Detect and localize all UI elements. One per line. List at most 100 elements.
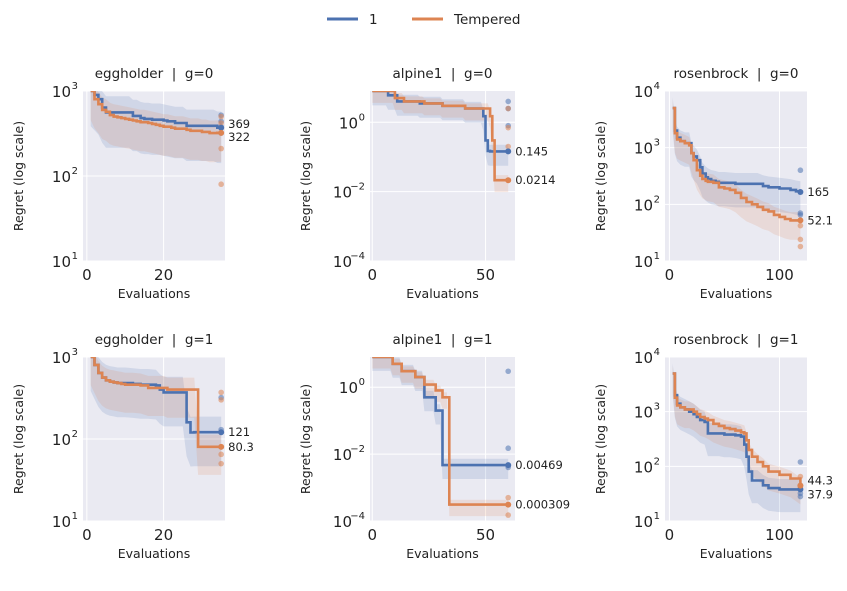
panel-title: alpine1 | g=1 — [393, 332, 493, 348]
end-label-series-0: 0.00469 — [515, 458, 563, 472]
end-marker-series-0 — [505, 462, 512, 469]
x-axis-label: Evaluations — [700, 546, 772, 561]
y-tick-exponent: 3 — [72, 347, 78, 358]
y-axis-label: Regret (log scale) — [298, 121, 313, 231]
final-point — [505, 143, 512, 150]
y-tick-exponent: 2 — [654, 456, 660, 467]
line-series-1 — [372, 357, 509, 506]
line-series-1 — [90, 91, 222, 135]
final-point — [797, 473, 804, 480]
final-point — [797, 243, 804, 250]
y-axis-label: Regret (log scale) — [11, 121, 26, 231]
x-axis-label: Evaluations — [406, 546, 478, 561]
final-point — [797, 222, 804, 229]
final-point — [218, 397, 224, 403]
y-tick-exponent: 4 — [654, 81, 660, 92]
y-tick-base: 10 — [333, 253, 352, 271]
y-tick-base: 10 — [52, 349, 71, 367]
y-axis-label: Regret (log scale) — [593, 121, 608, 231]
end-label-series-0: 37.9 — [807, 487, 833, 501]
final-point — [505, 98, 512, 105]
final-point — [218, 120, 224, 126]
panel-title: eggholder | g=0 — [95, 66, 214, 82]
line-series-1 — [372, 91, 509, 182]
final-point — [505, 368, 512, 375]
end-label-series-1: 44.3 — [807, 474, 833, 488]
band-series-1 — [372, 91, 509, 193]
band-series-1 — [90, 357, 222, 475]
y-tick-base: 10 — [339, 114, 358, 132]
final-point — [505, 494, 512, 501]
end-marker-series-0 — [797, 189, 804, 196]
final-point — [797, 459, 804, 465]
plot-area — [665, 357, 807, 521]
end-label-series-0: 165 — [807, 185, 829, 199]
panel-title: eggholder | g=1 — [95, 332, 214, 348]
y-tick-exponent: 1 — [654, 511, 660, 522]
y-axis-label: Regret (log scale) — [11, 384, 26, 494]
final-point — [218, 181, 224, 188]
y-tick-exponent: 3 — [654, 138, 660, 149]
legend-label-0: 1 — [369, 12, 378, 28]
end-label-series-1: 52.1 — [807, 213, 833, 227]
panel-title: rosenbrock | g=0 — [674, 66, 799, 82]
x-tick-label: 100 — [765, 266, 794, 284]
panel-title: alpine1 | g=0 — [393, 66, 493, 82]
end-label-series-1: 80.3 — [228, 440, 254, 454]
end-label-series-0: 121 — [228, 425, 250, 439]
panel-title: rosenbrock | g=1 — [674, 332, 799, 348]
y-tick-exponent: 3 — [72, 81, 78, 92]
end-marker-series-1 — [218, 129, 225, 136]
y-tick-base: 10 — [52, 513, 71, 531]
x-tick-label: 50 — [476, 266, 495, 284]
x-tick-label: 0 — [367, 266, 377, 284]
x-tick-label: 0 — [665, 526, 675, 544]
x-axis-label: Evaluations — [406, 286, 478, 301]
end-label-series-0: 0.145 — [515, 144, 548, 158]
y-tick-exponent: 1 — [72, 511, 78, 522]
y-axis-label: Regret (log scale) — [593, 384, 608, 494]
final-point — [218, 389, 224, 396]
x-tick-label: 0 — [367, 526, 377, 544]
x-tick-label: 0 — [82, 526, 92, 544]
y-tick-base: 10 — [634, 458, 653, 476]
end-marker-series-1 — [218, 443, 225, 450]
x-axis-label: Evaluations — [118, 546, 190, 561]
end-label-series-0: 369 — [228, 117, 250, 131]
y-tick-exponent: −4 — [350, 511, 365, 522]
x-tick-label: 100 — [765, 526, 794, 544]
y-tick-exponent: −2 — [350, 444, 365, 455]
final-point — [505, 105, 512, 112]
plot-area — [370, 91, 515, 261]
final-point — [797, 236, 804, 243]
line-series-1 — [90, 357, 222, 449]
y-tick-base: 10 — [333, 446, 352, 464]
final-point — [797, 167, 804, 174]
y-tick-base: 10 — [634, 404, 653, 422]
y-tick-exponent: 4 — [654, 347, 660, 358]
y-tick-base: 10 — [52, 431, 71, 449]
y-tick-base: 10 — [634, 140, 653, 158]
y-tick-base: 10 — [634, 513, 653, 531]
final-point — [797, 493, 804, 500]
legend-label-1: Tempered — [453, 12, 520, 28]
y-tick-base: 10 — [52, 83, 71, 101]
final-point — [505, 124, 512, 131]
band-series-1 — [90, 91, 222, 163]
y-tick-exponent: 0 — [359, 377, 365, 388]
y-tick-base: 10 — [339, 379, 358, 397]
band-series-0 — [90, 91, 222, 164]
final-point — [218, 113, 224, 120]
x-tick-label: 50 — [476, 526, 495, 544]
final-point — [505, 512, 512, 518]
x-tick-label: 20 — [154, 526, 173, 544]
y-tick-base: 10 — [333, 184, 352, 202]
